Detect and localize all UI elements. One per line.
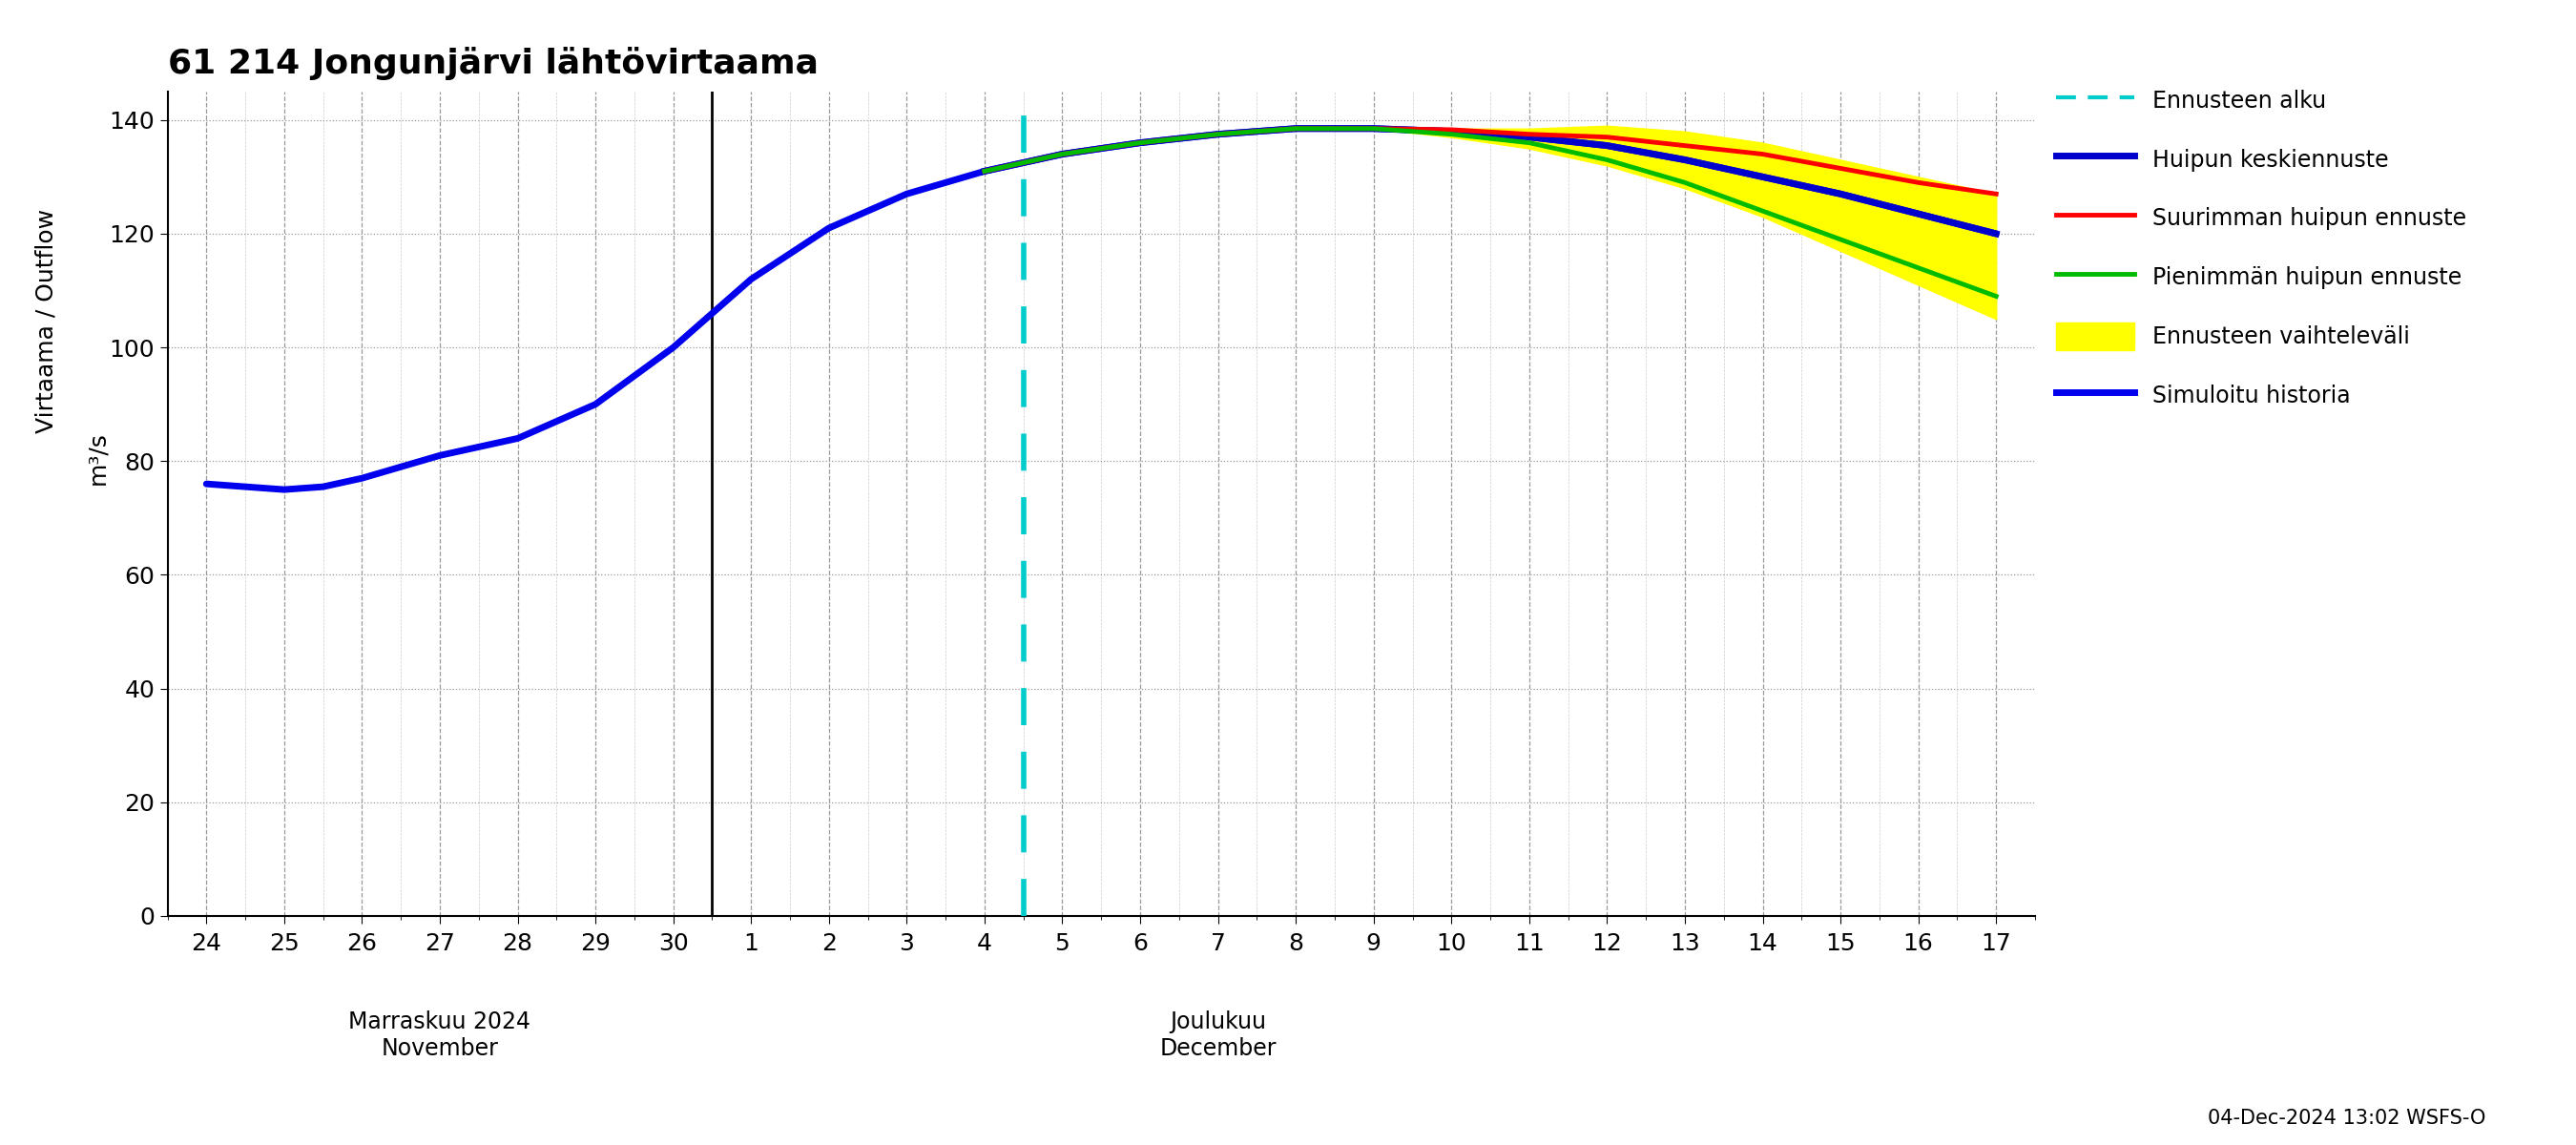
Text: Joulukuu
December: Joulukuu December [1159,1011,1275,1060]
Legend: Ennusteen alku, Huipun keskiennuste, Suurimman huipun ennuste, Pienimmän huipun : Ennusteen alku, Huipun keskiennuste, Suu… [2056,86,2465,409]
Text: 61 214 Jongunjärvi lähtövirtaama: 61 214 Jongunjärvi lähtövirtaama [167,46,819,80]
Text: 04-Dec-2024 13:02 WSFS-O: 04-Dec-2024 13:02 WSFS-O [2208,1108,2486,1128]
Text: m³/s: m³/s [88,432,108,484]
Text: Marraskuu 2024
November: Marraskuu 2024 November [348,1011,531,1060]
Text: Virtaama / Outflow: Virtaama / Outflow [36,208,57,433]
